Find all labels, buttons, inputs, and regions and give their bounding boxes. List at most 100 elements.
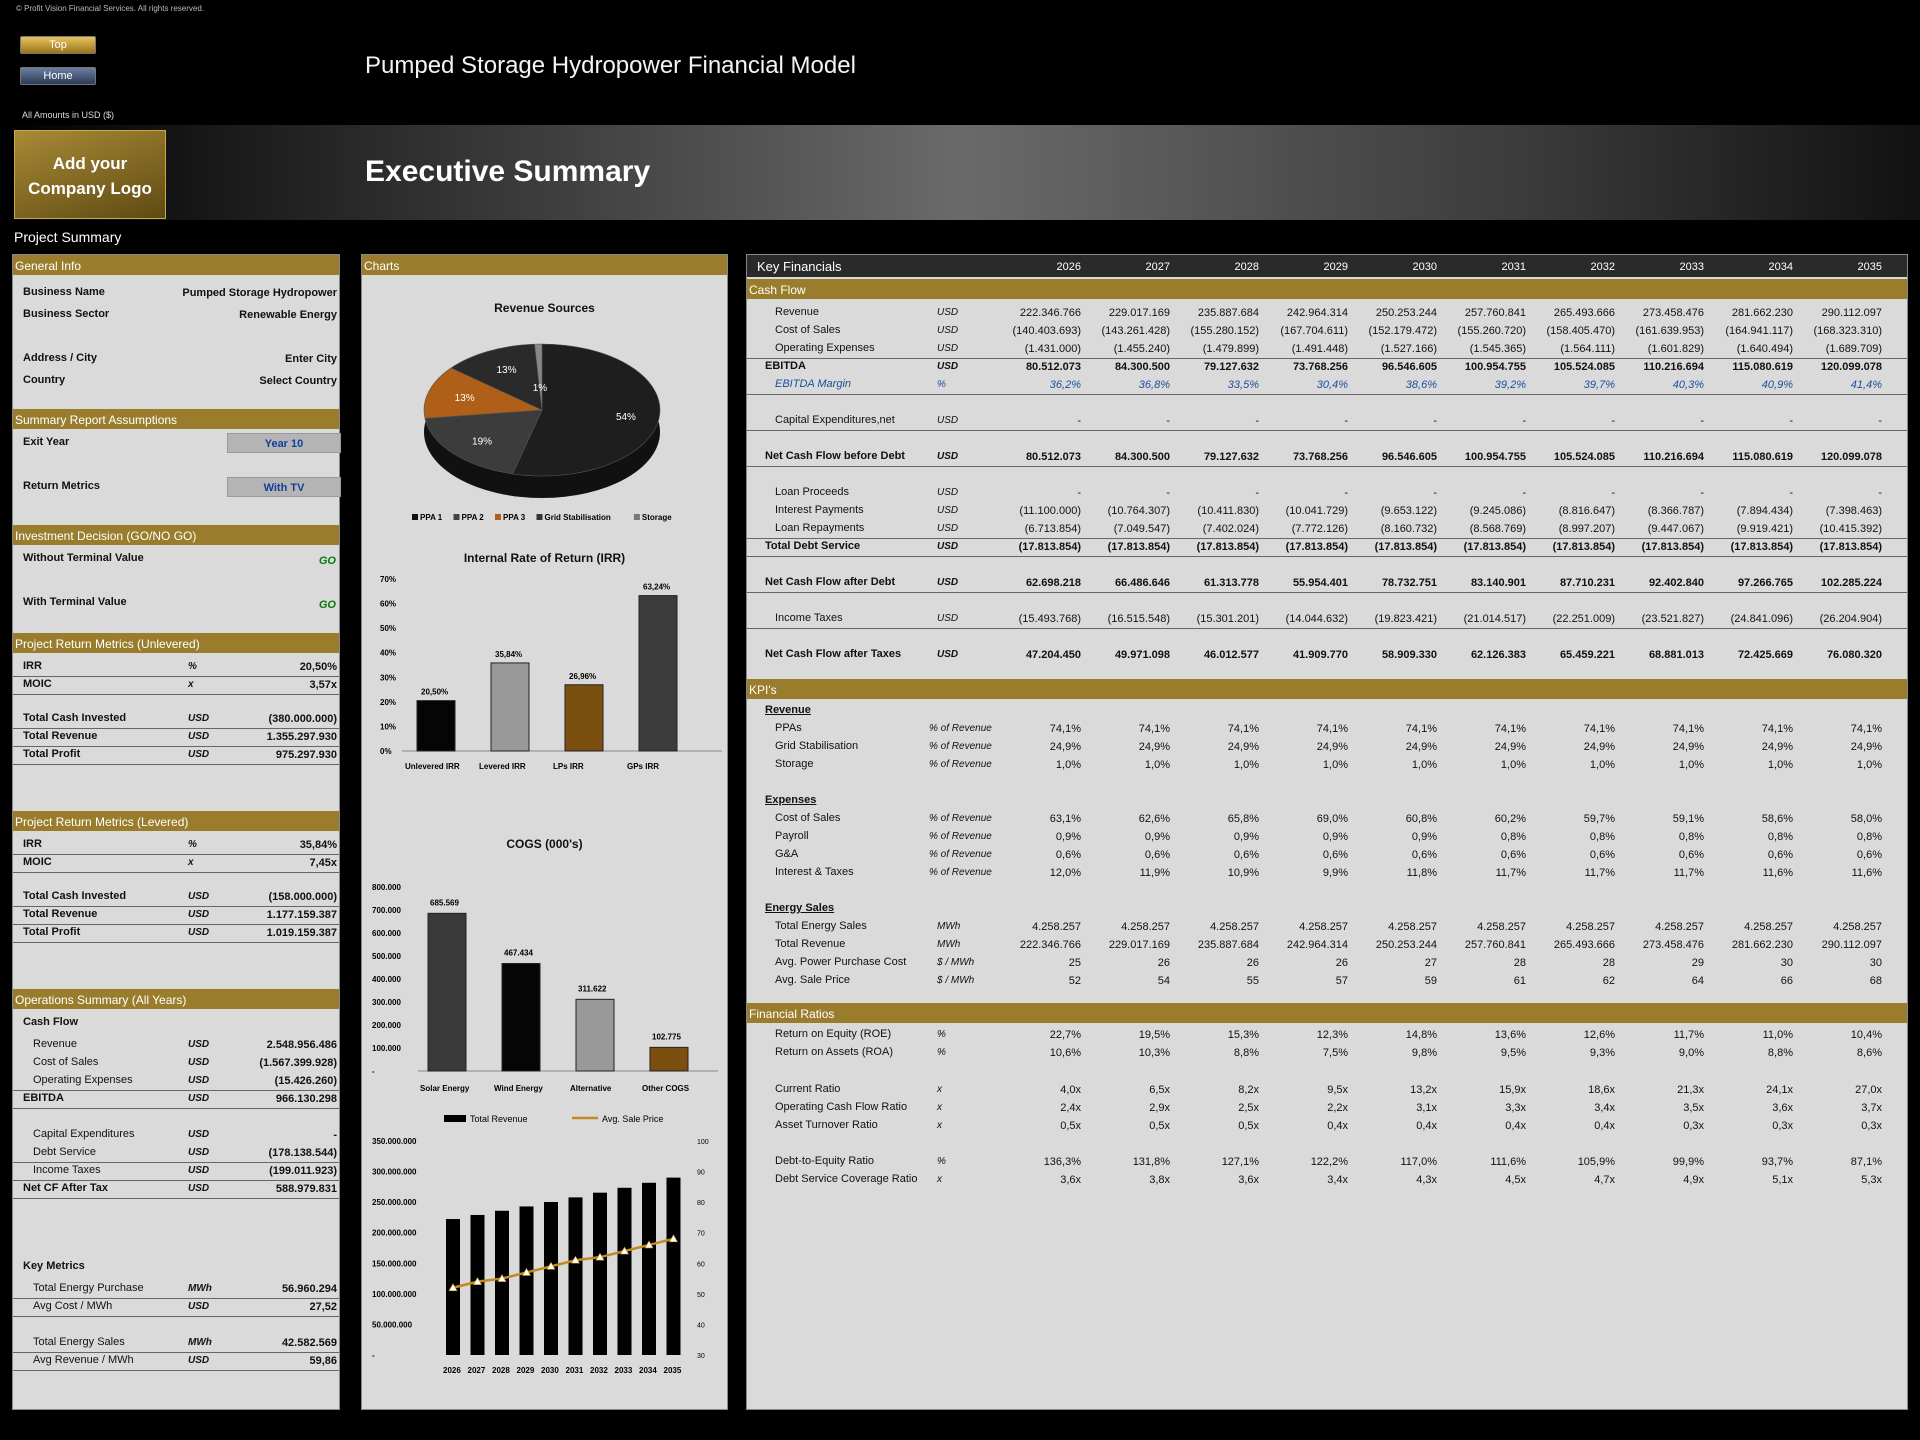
label: Total Energy Sales (33, 1336, 125, 1348)
pie-slice (450, 343, 543, 411)
value[interactable]: Enter City (285, 353, 337, 365)
label: IRR (23, 660, 42, 672)
cell: 69,0% (1316, 813, 1348, 825)
metric-row: Operating Expenses USD (15.426.260) (13, 1069, 339, 1091)
metric-row: Total Revenue USD 1.177.159.387 (13, 903, 339, 925)
unit: USD (937, 577, 959, 588)
unit: % (188, 839, 197, 850)
cell: (1.564.111) (1560, 343, 1615, 355)
financial-row: Total Debt Service USD (17.813.854) (17.813… (747, 535, 1907, 557)
unit: USD (188, 713, 210, 724)
metric-row: Total Profit USD 975.297.930 (13, 743, 339, 765)
x-tick: Wind Energy (494, 1084, 543, 1093)
label: Return Metrics (23, 480, 101, 492)
company-logo-placeholder[interactable]: Add your Company Logo (14, 130, 166, 219)
y-tick: 500.000 (372, 952, 401, 961)
cell: 115.080.619 (1732, 361, 1793, 373)
value[interactable]: Pumped Storage Hydropower (182, 287, 337, 299)
x-tick: 2032 (590, 1366, 608, 1375)
value[interactable]: Renewable Energy (239, 309, 337, 321)
cogs-bar (427, 912, 467, 1072)
home-button[interactable]: Home (20, 67, 96, 85)
cell: (155.260.720) (1457, 325, 1527, 337)
metric-row: Total Energy Purchase MWh 56.960.294 (13, 1277, 339, 1299)
unit: USD (937, 307, 959, 318)
y2-tick: 30 (697, 1353, 705, 1360)
metric-row: Total Cash Invested USD (158.000.000) (13, 885, 339, 907)
financial-row: Current Ratio x 4,0x 6,5x 8,2x 9,5x 13,2x 15,9x… (747, 1078, 1907, 1100)
cell: 8,8% (1767, 1047, 1793, 1059)
unit: x (937, 1102, 942, 1113)
metric-row: Debt Service USD (178.138.544) (13, 1141, 339, 1163)
cell: 120.099.078 (1820, 451, 1882, 463)
y2-tick: 40 (697, 1322, 705, 1329)
page-title: Executive Summary (365, 155, 651, 188)
sale-price-marker (668, 1234, 679, 1243)
cell: - (1255, 487, 1259, 499)
cell: 257.760.841 (1464, 307, 1526, 319)
cell: 24,9% (1405, 741, 1437, 753)
y-tick: - (372, 1351, 375, 1360)
cell: 38,6% (1405, 379, 1437, 391)
metric-row: IRR% 35,84% (13, 833, 339, 855)
financial-row: Avg. Sale Price $ / MWh 52 54 55 57 59 61 62 64 66… (747, 969, 1907, 991)
unit: USD (188, 909, 210, 920)
label: MOIC (23, 856, 52, 868)
levered-header: Project Return Metrics (Levered) (13, 811, 339, 831)
cell: 66.486.646 (1114, 577, 1170, 589)
cell: 4,0x (1060, 1084, 1081, 1096)
financial-row: Loan Repayments USD (6.713.854) (7.049.547)… (747, 517, 1907, 539)
y2-tick: 100 (697, 1139, 709, 1146)
exit-year-select[interactable]: Year 10 (227, 433, 341, 453)
value: 588.979.831 (275, 1183, 337, 1195)
return-metrics-select[interactable]: With TV (227, 477, 341, 497)
cell: 83.140.901 (1470, 577, 1526, 589)
cell: 136,3% (1043, 1156, 1081, 1168)
row-label: Loan Proceeds (775, 486, 849, 498)
cell: 39,7% (1583, 379, 1615, 391)
cell: 68 (1869, 975, 1882, 987)
cell: - (1700, 415, 1704, 427)
cell: - (1522, 487, 1526, 499)
assumptions-header: Summary Report Assumptions (13, 409, 339, 429)
cell: 65,8% (1227, 813, 1259, 825)
cell: 54 (1157, 975, 1170, 987)
sale-price-line (452, 1237, 674, 1289)
label: Revenue (33, 1038, 78, 1050)
cell: 222.346.766 (1019, 939, 1081, 951)
revenue-bar (495, 1210, 509, 1355)
cell: 0,6% (1856, 849, 1882, 861)
cell: 79.127.632 (1203, 451, 1259, 463)
legend-label: PPA 2 (462, 513, 485, 522)
cell: 0,9% (1055, 831, 1081, 843)
cell: 66 (1780, 975, 1793, 987)
top-button[interactable]: Top (20, 36, 96, 54)
cell: 13,6% (1494, 1029, 1526, 1041)
year-header: 2032 (1590, 261, 1615, 273)
row-label: Storage (775, 758, 814, 770)
cell: (1.545.365) (1469, 343, 1526, 355)
cell: (23.521.827) (1641, 613, 1704, 625)
cell: (1.431.000) (1024, 343, 1081, 355)
y2-tick: 90 (697, 1170, 705, 1177)
sale-price-marker (595, 1252, 605, 1261)
value[interactable]: Select Country (259, 375, 337, 387)
cell: 74,1% (1583, 723, 1615, 735)
cell: 273.458.476 (1642, 307, 1704, 319)
sale-price-marker (497, 1273, 507, 1282)
sale-price-marker (546, 1261, 556, 1270)
cell: 80.512.073 (1025, 451, 1081, 463)
metric-row: EBITDA USD 966.130.298 (13, 1087, 339, 1109)
cell: 100.954.755 (1464, 361, 1526, 373)
cell: 24,9% (1583, 741, 1615, 753)
x-tick: 2029 (517, 1366, 535, 1375)
cell: 27,0x (1855, 1084, 1882, 1096)
cell: 0,4x (1505, 1120, 1526, 1132)
cell: 26 (1246, 957, 1259, 969)
cogs-bar (501, 962, 541, 1072)
cell: 73.768.256 (1292, 361, 1348, 373)
y-tick: 800.000 (372, 883, 401, 892)
cell: 4.258.257 (1299, 921, 1348, 933)
cell: (168.323.310) (1813, 325, 1883, 337)
